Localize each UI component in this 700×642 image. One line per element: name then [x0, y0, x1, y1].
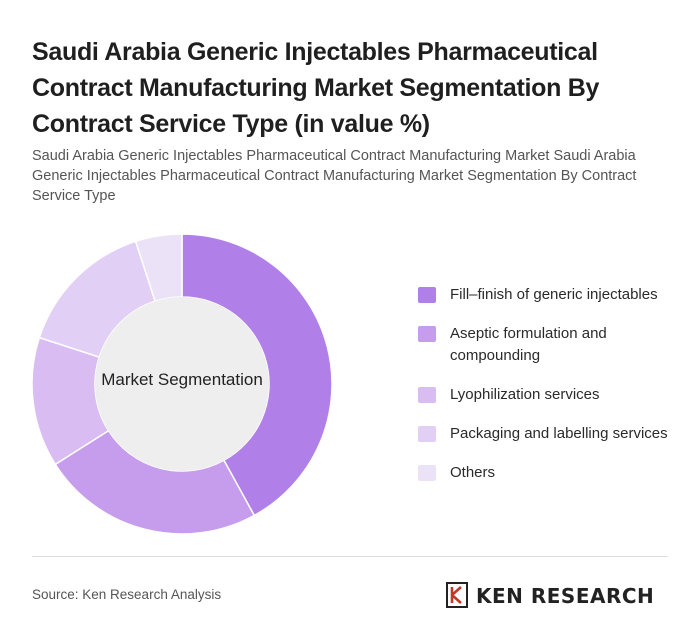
donut-chart: Market Segmentation: [30, 232, 334, 536]
donut-center-label: Market Segmentation: [101, 370, 263, 389]
ken-research-logo: KEN RESEARCH: [446, 582, 670, 608]
legend-label: Packaging and labelling services: [450, 425, 668, 442]
legend-label: Aseptic formulation and compounding: [450, 325, 607, 364]
donut-svg: [31, 233, 333, 535]
legend-swatch: [418, 465, 436, 481]
donut-hole: [95, 297, 269, 471]
legend-item[interactable]: Fill–finish of generic injectables: [418, 284, 680, 306]
legend-swatch: [418, 426, 436, 442]
footer-divider: [32, 556, 668, 557]
legend-swatch: [418, 387, 436, 403]
legend-label: Fill–finish of generic injectables: [450, 286, 658, 303]
source-note: Source: Ken Research Analysis: [32, 587, 222, 602]
brand-name: KEN RESEARCH: [476, 584, 655, 608]
legend-label: Others: [450, 464, 496, 481]
legend-item[interactable]: Packaging and labelling services: [418, 423, 680, 445]
legend-label: Lyophilization services: [450, 386, 600, 403]
chart-subtitle: Saudi Arabia Generic Injectables Pharmac…: [32, 148, 637, 204]
chart-title: Saudi Arabia Generic Injectables Pharmac…: [32, 38, 600, 138]
ken-research-logo-icon: [446, 582, 468, 608]
legend-item[interactable]: Others: [418, 462, 680, 484]
legend-swatch: [418, 326, 436, 342]
legend-item[interactable]: Lyophilization services: [418, 384, 680, 406]
chart-legend: Fill–finish of generic injectables Asepti…: [418, 284, 680, 501]
legend-swatch: [418, 287, 436, 303]
legend-item[interactable]: Aseptic formulation and compounding: [418, 323, 680, 367]
